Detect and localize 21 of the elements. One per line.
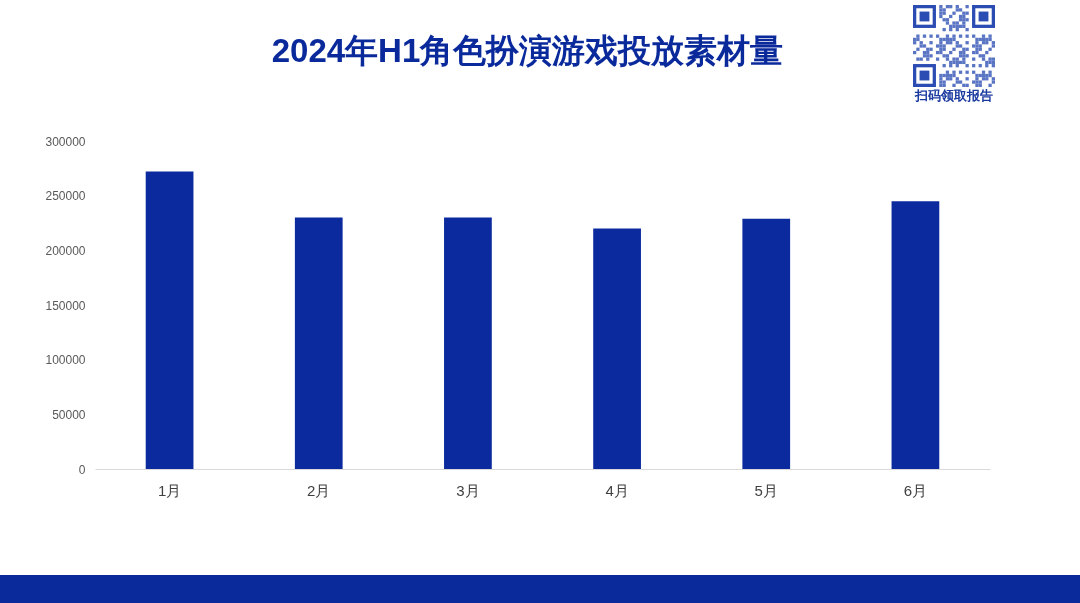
bar [742, 218, 791, 469]
x-tick-label: 3月 [456, 481, 480, 499]
y-tick-label: 100000 [45, 353, 86, 368]
bar [145, 171, 194, 469]
x-tick-label: 4月 [605, 481, 629, 499]
x-tick-label: 2月 [307, 481, 331, 499]
y-tick-label: 300000 [45, 134, 86, 149]
y-tick-label: 0 [78, 462, 86, 477]
chart-title: 2024年H1角色扮演游戏投放素材量 [271, 32, 784, 69]
x-tick-label: 5月 [754, 481, 778, 499]
y-tick-label: 50000 [52, 407, 86, 422]
bar [593, 228, 641, 469]
text: 扫码领取报告 [915, 88, 993, 104]
y-tick-label: 200000 [45, 243, 86, 258]
y-tick-label: 150000 [45, 298, 86, 313]
bar [891, 201, 940, 469]
x-tick-label: 1月 [157, 481, 182, 499]
y-tick-label: 250000 [45, 189, 86, 204]
bar [444, 217, 492, 469]
x-tick-label: 6月 [903, 481, 928, 499]
bar [294, 217, 343, 469]
